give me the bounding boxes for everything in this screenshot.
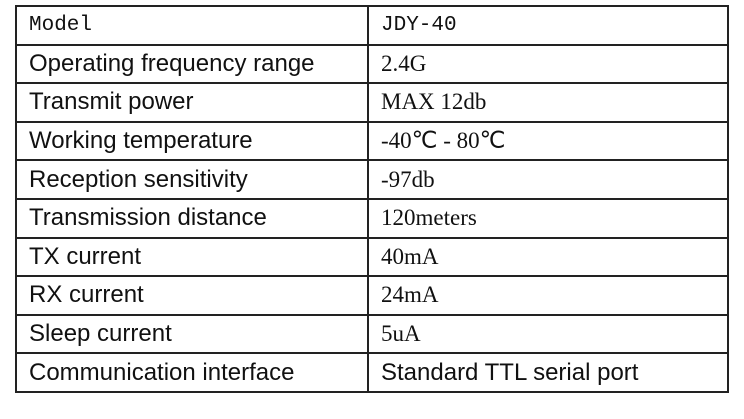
spec-label: Model bbox=[15, 5, 369, 46]
table-row: Operating frequency range 2.4G bbox=[15, 43, 729, 85]
spec-label: Sleep current bbox=[15, 313, 369, 355]
spec-label: RX current bbox=[15, 275, 369, 316]
table-row: TX current 40mA bbox=[15, 236, 729, 278]
table-row: Model JDY-40 bbox=[15, 5, 729, 46]
spec-value: 2.4G bbox=[367, 43, 729, 85]
table-row: Communication interface Standard TTL seri… bbox=[15, 352, 729, 393]
spec-label: Working temperature bbox=[15, 120, 369, 162]
spec-value: 120meters bbox=[367, 197, 729, 239]
spec-value: 24mA bbox=[367, 275, 729, 316]
spec-value: -97db bbox=[367, 159, 729, 200]
spec-table: Model JDY-40 Operating frequency range 2.4G… bbox=[15, 5, 729, 393]
table-row: Transmit power MAX 12db bbox=[15, 82, 729, 123]
spec-value: 40mA bbox=[367, 236, 729, 278]
spec-value: 5uA bbox=[367, 313, 729, 355]
spec-label: Operating frequency range bbox=[15, 43, 369, 85]
table-row: Sleep current 5uA bbox=[15, 313, 729, 355]
spec-value: Standard TTL serial port bbox=[367, 352, 729, 393]
table-row: Reception sensitivity -97db bbox=[15, 159, 729, 200]
table-body: Model JDY-40 Operating frequency range 2.4G… bbox=[15, 5, 729, 393]
spec-label: Transmit power bbox=[15, 82, 369, 123]
table-row: RX current 24mA bbox=[15, 275, 729, 316]
spec-value: -40℃ - 80℃ bbox=[367, 120, 729, 162]
spec-label: Communication interface bbox=[15, 352, 369, 393]
spec-label: Reception sensitivity bbox=[15, 159, 369, 200]
spec-label: TX current bbox=[15, 236, 369, 278]
spec-label: Transmission distance bbox=[15, 197, 369, 239]
spec-value: JDY-40 bbox=[367, 5, 729, 46]
table-row: Working temperature -40℃ - 80℃ bbox=[15, 120, 729, 162]
spec-value: MAX 12db bbox=[367, 82, 729, 123]
table-row: Transmission distance 120meters bbox=[15, 197, 729, 239]
